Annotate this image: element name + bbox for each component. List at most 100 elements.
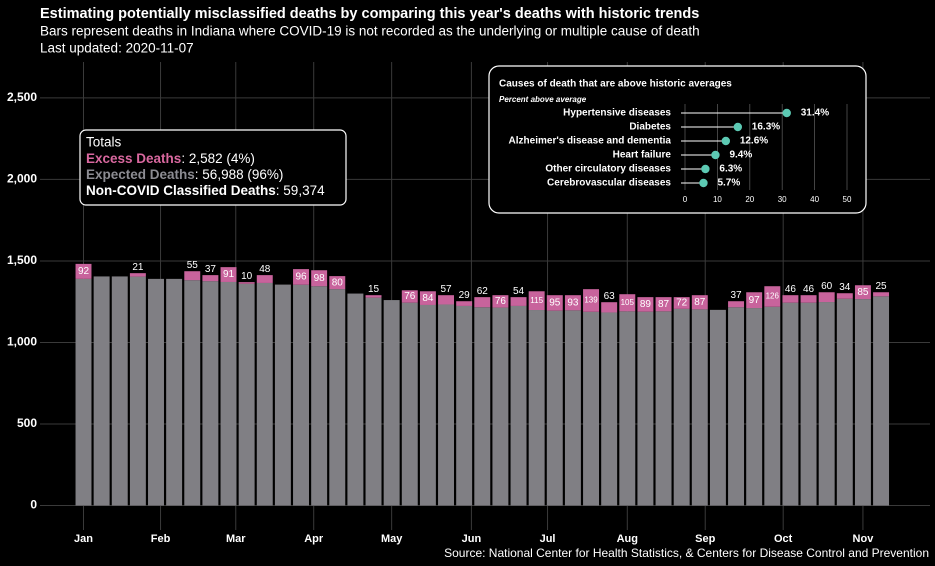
data-label: 105 <box>621 298 635 307</box>
chart-subtitle: Bars represent deaths in Indiana where C… <box>40 24 700 39</box>
inset-subtitle: Percent above average <box>499 95 587 104</box>
bar-segment <box>854 299 871 506</box>
dot <box>699 178 708 188</box>
bar-segment <box>728 307 745 506</box>
bar-segment <box>456 305 473 506</box>
bar-segment <box>637 297 654 312</box>
data-label: 55 <box>187 260 199 271</box>
value-label: 9.4% <box>729 150 752 161</box>
x-tick-label: 0 <box>683 195 688 204</box>
bar-segment <box>75 263 92 279</box>
bar-segment <box>129 273 146 277</box>
bar-segment <box>673 308 690 506</box>
bar-segment <box>274 284 291 506</box>
data-label: 98 <box>314 273 326 284</box>
bar-segment <box>401 302 418 506</box>
bar-segment <box>546 310 563 506</box>
x-tick-label: 10 <box>713 195 722 204</box>
totals-name: Excess Deaths <box>86 151 181 166</box>
bar-segment <box>202 275 219 282</box>
value-label: 31.4% <box>801 108 829 119</box>
data-label: 46 <box>803 284 815 295</box>
bar-segment <box>510 305 527 506</box>
data-label: 139 <box>584 296 598 305</box>
bar-segment <box>438 295 455 305</box>
data-label: 91 <box>223 269 235 280</box>
bar-segment <box>474 307 491 506</box>
category-label: Alzheimer's disease and dementia <box>509 136 672 147</box>
value-label: 5.7% <box>717 178 740 189</box>
bar-segment <box>474 297 491 308</box>
bar-segment <box>746 308 763 506</box>
data-label: 62 <box>477 286 489 297</box>
bar-segment <box>673 297 690 309</box>
category-label: Cerebrovascular diseases <box>547 178 671 189</box>
x-tick-label: Aug <box>617 533 638 545</box>
data-label: 15 <box>368 284 380 295</box>
bar-segment <box>528 310 545 506</box>
data-label: 87 <box>694 297 706 308</box>
category-label: Diabetes <box>629 122 671 133</box>
bar-segment <box>166 278 183 506</box>
bar-segment <box>492 307 509 506</box>
data-label: 25 <box>875 281 887 292</box>
bar-segment <box>456 301 473 306</box>
totals-line: Non-COVID Classified Deaths: 59,374 <box>86 183 325 198</box>
data-label: 126 <box>766 292 780 301</box>
data-label: 48 <box>259 264 271 275</box>
data-label: 29 <box>459 290 471 301</box>
bar-segment <box>93 276 110 506</box>
source: Source: National Center for Health Stati… <box>444 546 929 560</box>
totals-name: Non-COVID Classified Deaths <box>86 183 276 198</box>
bar-segment <box>746 292 763 309</box>
bar-segment <box>293 269 309 285</box>
bar-segment <box>818 302 835 506</box>
bar-segment <box>619 294 636 312</box>
bar-segment <box>836 293 853 299</box>
bar-segment <box>764 286 781 307</box>
bar-segment <box>637 311 654 506</box>
bar-segment <box>129 276 146 506</box>
x-tick-label: Apr <box>304 533 324 545</box>
bar-segment <box>510 297 527 306</box>
bar-segment <box>383 300 400 506</box>
x-tick-label: 20 <box>745 195 754 204</box>
data-label: 60 <box>821 281 833 292</box>
x-tick-label: Nov <box>853 533 875 545</box>
data-label: 37 <box>205 264 217 275</box>
data-label: 72 <box>676 298 688 309</box>
x-tick-label: May <box>381 533 403 545</box>
bar-segment <box>492 295 509 308</box>
bar-segment <box>655 297 672 312</box>
bar-segment <box>564 310 581 506</box>
bar-segment <box>836 298 853 506</box>
x-tick-label: Jul <box>540 533 556 545</box>
totals-line: Expected Deaths: 56,988 (96%) <box>86 167 283 182</box>
category-label: Other circulatory diseases <box>545 164 671 175</box>
bar-segment <box>311 286 328 506</box>
value-label: 6.3% <box>719 164 742 175</box>
bar-segment <box>365 297 382 506</box>
category-label: Heart failure <box>613 150 672 161</box>
bar-segment <box>256 275 273 283</box>
y-tick-label: 2,000 <box>7 172 37 186</box>
totals-value: : 56,988 (96%) <box>195 167 284 182</box>
bar-segment <box>329 289 346 506</box>
dot <box>711 150 720 160</box>
bar-segment <box>202 281 219 506</box>
x-tick-label: Mar <box>226 533 246 545</box>
dot <box>721 136 731 146</box>
data-label: 37 <box>730 290 742 301</box>
bar-segment <box>365 295 382 298</box>
data-label: 84 <box>422 293 434 304</box>
inset-chart: Causes of death that are above historic … <box>488 65 867 214</box>
bar-segment <box>220 267 237 282</box>
bar-segment <box>184 280 201 506</box>
bar-segment <box>818 292 835 303</box>
data-label: 115 <box>530 296 543 305</box>
data-label: 10 <box>241 271 253 282</box>
dot <box>782 108 791 118</box>
data-label: 46 <box>785 284 797 295</box>
